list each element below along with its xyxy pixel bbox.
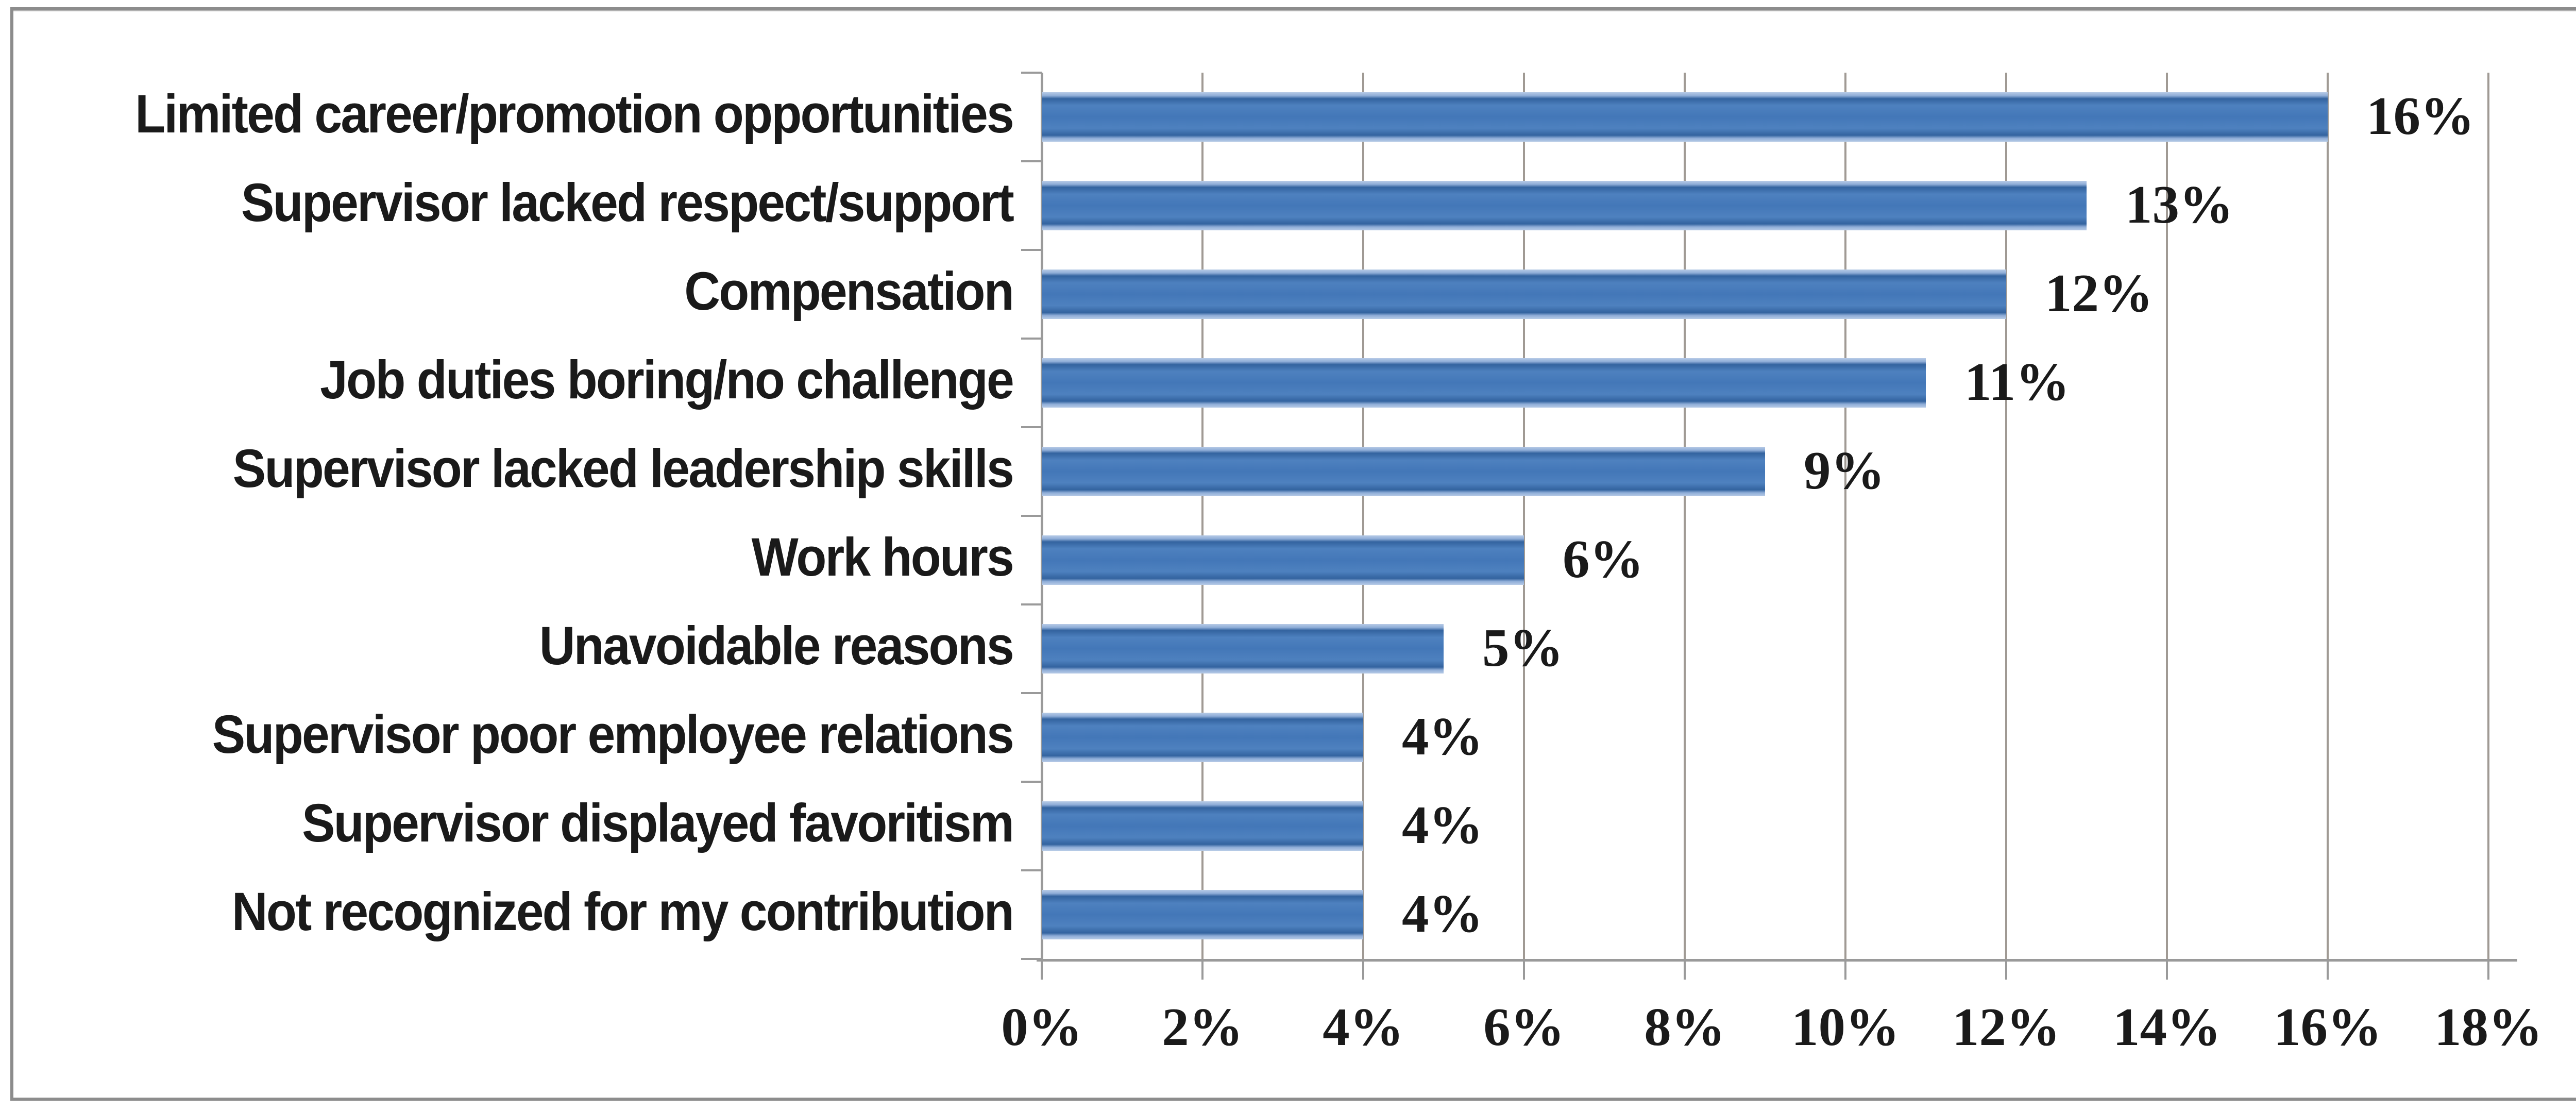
x-axis-tick: [2487, 959, 2489, 980]
category-label: Work hours: [751, 527, 1014, 588]
x-axis-tick: [2166, 959, 2168, 980]
bar-value-label: 12%: [2045, 263, 2153, 324]
bar-value-label: 4%: [1402, 883, 1483, 944]
gridline: [1523, 73, 1525, 959]
x-axis-tick: [1523, 959, 1525, 980]
bar: [1042, 181, 2087, 230]
x-axis-tick-label: 8%: [1644, 997, 1725, 1057]
bar: [1042, 801, 1363, 851]
x-axis-tick: [1684, 959, 1686, 980]
x-axis-tick-label: 14%: [2113, 997, 2221, 1057]
category-label: Limited career/promotion opportunities: [135, 84, 1014, 145]
category-label: Not recognized for my contribution: [231, 882, 1014, 942]
x-axis-tick-label: 2%: [1162, 997, 1243, 1057]
bar: [1042, 270, 2006, 319]
bar-value-label: 6%: [1563, 529, 1644, 590]
category-label: Job duties boring/no challenge: [320, 350, 1014, 411]
gridline: [2005, 73, 2007, 959]
bar-value-label: 16%: [2366, 86, 2475, 146]
bar-value-label: 4%: [1402, 795, 1483, 855]
bar-value-label: 13%: [2125, 174, 2233, 235]
y-axis-tick: [1021, 869, 1042, 871]
bar-value-label: 9%: [1804, 440, 1885, 501]
y-axis-tick: [1021, 603, 1042, 605]
x-axis-tick: [1362, 959, 1364, 980]
x-axis-tick: [1041, 959, 1043, 980]
y-axis-tick: [1021, 958, 1042, 960]
y-axis-tick: [1021, 781, 1042, 783]
x-axis-tick: [2005, 959, 2007, 980]
gridline: [2327, 73, 2329, 959]
y-axis-tick: [1021, 692, 1042, 694]
x-axis-tick-label: 0%: [1001, 997, 1082, 1057]
x-axis-tick-label: 10%: [1791, 997, 1900, 1057]
gridline: [2166, 73, 2168, 959]
y-axis-tick: [1021, 160, 1042, 162]
category-label: Compensation: [684, 261, 1014, 322]
category-label: Supervisor lacked leadership skills: [232, 439, 1014, 499]
bar: [1042, 358, 1926, 408]
bar: [1042, 890, 1363, 939]
x-axis-tick-label: 16%: [2274, 997, 2382, 1057]
y-axis-tick: [1021, 72, 1042, 74]
gridline: [1362, 73, 1364, 959]
x-axis-tick-label: 12%: [1952, 997, 2060, 1057]
bar-value-label: 4%: [1402, 706, 1483, 767]
y-axis-tick: [1021, 249, 1042, 251]
y-axis-tick: [1021, 426, 1042, 428]
gridline: [1844, 73, 1846, 959]
bar: [1042, 92, 2328, 142]
bar-value-label: 11%: [1964, 351, 2070, 412]
category-label: Unavoidable reasons: [539, 616, 1014, 677]
x-axis-tick-label: 6%: [1483, 997, 1565, 1057]
bar: [1042, 535, 1524, 585]
x-axis-tick: [1201, 959, 1204, 980]
gridline: [1684, 73, 1686, 959]
y-axis-tick: [1021, 515, 1042, 517]
category-label: Supervisor lacked respect/support: [241, 173, 1014, 233]
gridline: [1201, 73, 1204, 959]
bar: [1042, 624, 1444, 674]
category-label: Supervisor displayed favoritism: [301, 793, 1014, 854]
x-axis-tick: [1844, 959, 1846, 980]
y-axis-tick: [1021, 338, 1042, 340]
chart-frame: 16% 13% 12% 11% 9% 6% 5% 4% 4% 4% Limited career/…: [10, 7, 2576, 1101]
x-axis-tick-label: 18%: [2434, 997, 2543, 1057]
category-label: Supervisor poor employee relations: [212, 704, 1014, 765]
x-axis-line: [1037, 959, 2517, 962]
bar: [1042, 447, 1765, 496]
bar-value-label: 5%: [1482, 617, 1564, 678]
y-axis-line: [1041, 73, 1043, 962]
x-axis-tick: [2327, 959, 2329, 980]
gridline: [2487, 73, 2489, 959]
bar: [1042, 713, 1363, 762]
x-axis-tick-label: 4%: [1323, 997, 1404, 1057]
